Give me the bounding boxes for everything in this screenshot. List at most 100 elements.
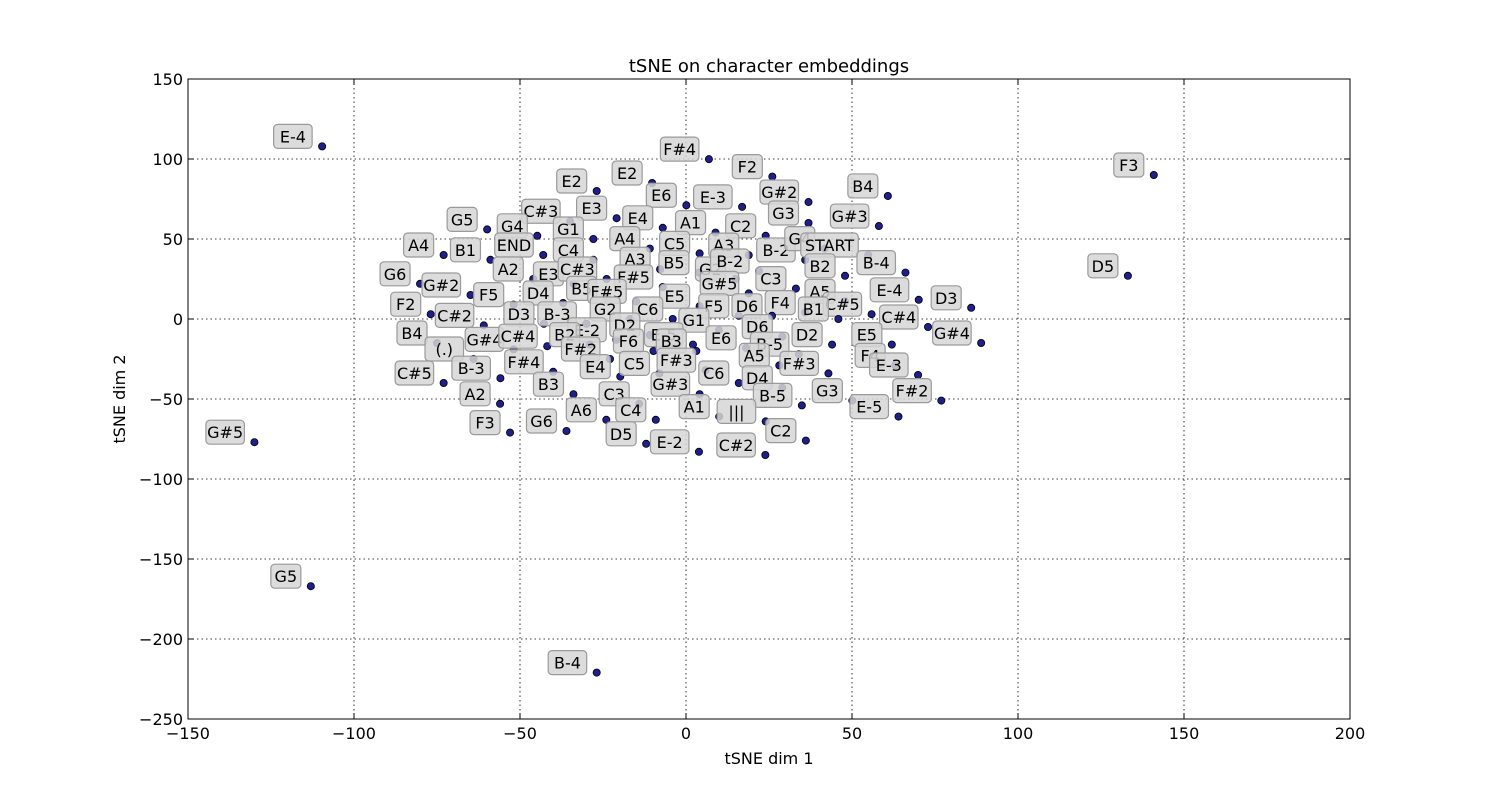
point-annotation: G1 <box>552 216 598 243</box>
point-label: (.) <box>435 340 453 359</box>
point-annotation: A2 <box>492 256 538 283</box>
point-label: D3 <box>508 305 531 324</box>
point-annotation: G#4 <box>932 320 986 347</box>
point-label: G#3 <box>832 207 868 226</box>
point-annotation: F#4 <box>659 136 713 164</box>
point-label: A1 <box>680 214 701 233</box>
data-point <box>592 668 601 677</box>
point-label: F2 <box>738 158 757 177</box>
data-point <box>612 214 621 223</box>
point-annotation: E-5 <box>849 394 903 421</box>
point-label: G4 <box>501 217 524 236</box>
point-label-box <box>705 325 737 351</box>
point-label-box <box>767 200 800 226</box>
point-label-box <box>856 250 897 276</box>
point-label-box <box>451 355 492 381</box>
point-label: F4 <box>770 294 789 313</box>
data-point <box>466 290 475 299</box>
point-annotation: G#3 <box>650 371 704 399</box>
point-label-box <box>403 232 435 258</box>
point-annotation: C#2 <box>716 432 770 459</box>
data-point <box>924 322 933 331</box>
point-annotation: E-4 <box>869 277 923 304</box>
point-label: E4 <box>628 209 648 228</box>
point-label: E3 <box>538 265 558 284</box>
point-label-box <box>674 210 707 236</box>
data-point <box>543 342 552 351</box>
point-label: B-2 <box>716 252 743 271</box>
point-label-box <box>498 323 538 349</box>
point-label-box <box>752 382 793 408</box>
point-annotation: A6 <box>565 397 611 424</box>
point-label: E5 <box>664 287 684 306</box>
x-tick-label: −100 <box>332 724 376 743</box>
point-label: D2 <box>796 326 819 345</box>
point-label: D6 <box>736 297 759 316</box>
point-label-box <box>1113 152 1145 178</box>
point-annotation: F3 <box>469 410 515 437</box>
data-point <box>439 250 448 259</box>
point-label-box <box>473 282 505 308</box>
point-label: F#3 <box>783 354 816 373</box>
point-annotation: G3 <box>811 378 857 405</box>
point-label-box <box>424 336 465 362</box>
point-annotation: D3 <box>930 285 976 312</box>
point-label: G#2 <box>761 183 797 202</box>
point-label-box <box>396 320 428 346</box>
point-label: E4 <box>585 358 605 377</box>
data-point <box>914 370 923 379</box>
data-point <box>658 223 667 232</box>
point-label-box <box>678 394 710 420</box>
point-label-box <box>847 173 879 199</box>
point-annotation: B4 <box>847 173 892 200</box>
point-label-box <box>492 256 524 282</box>
point-label: A4 <box>408 236 429 255</box>
point-label-box <box>556 168 588 194</box>
point-annotation: G4 <box>496 213 542 240</box>
data-point <box>901 268 910 277</box>
data-point <box>894 412 903 421</box>
point-label: B-2 <box>762 241 789 260</box>
x-tick-label: 0 <box>681 724 691 743</box>
data-point <box>426 310 435 319</box>
point-annotation: B1 <box>797 296 843 323</box>
point-label: F#4 <box>663 140 696 159</box>
point-label: G#2 <box>423 276 459 295</box>
point-label-box <box>205 419 245 445</box>
point-label-box <box>650 371 691 397</box>
point-label: B1 <box>455 241 476 260</box>
point-annotation: A4 <box>403 232 448 259</box>
point-annotation: G5 <box>446 206 492 234</box>
x-tick-label: −50 <box>503 724 537 743</box>
data-point <box>937 396 946 405</box>
point-label-box <box>725 213 757 239</box>
y-tick-label: −200 <box>139 630 183 649</box>
point-annotation: G5 <box>270 563 315 591</box>
point-label-box <box>525 408 558 434</box>
point-annotation: G#2 <box>759 179 813 207</box>
point-label-box <box>521 198 561 224</box>
point-label: B4 <box>401 324 422 343</box>
point-annotation: B3 <box>532 371 578 399</box>
point-annotation: E5 <box>659 283 704 311</box>
data-point <box>562 426 571 435</box>
point-annotation: G#5 <box>205 419 259 447</box>
data-point <box>867 310 876 319</box>
point-label: G3 <box>772 204 795 223</box>
point-label: F5 <box>479 286 498 305</box>
data-point <box>761 450 770 459</box>
point-label: C#2 <box>437 306 472 325</box>
point-annotation: B-2 <box>709 248 764 275</box>
point-annotation: B4 <box>396 320 441 347</box>
point-label: B-5 <box>759 386 786 405</box>
point-label: A1 <box>684 398 705 417</box>
y-tick-label: 50 <box>163 230 183 249</box>
data-point <box>694 447 703 456</box>
data-point <box>874 222 883 231</box>
point-label: C4 <box>558 241 579 260</box>
point-label: E-4 <box>280 127 306 146</box>
data-point <box>695 249 704 258</box>
point-label: F#2 <box>896 382 929 401</box>
point-label-box <box>930 285 962 311</box>
point-annotation: C#4 <box>878 304 933 331</box>
